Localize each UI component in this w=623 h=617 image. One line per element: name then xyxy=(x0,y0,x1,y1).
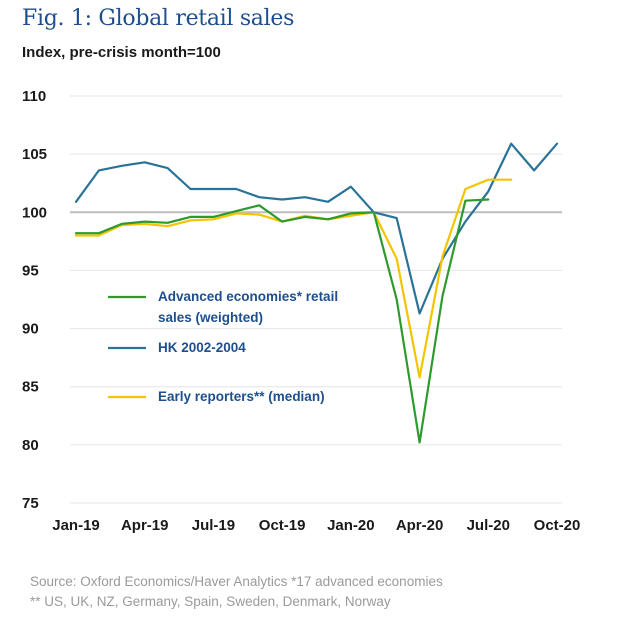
x-tick-label: Jul-19 xyxy=(192,517,235,534)
chart-subtitle: Index, pre-crisis month=100 xyxy=(22,44,221,61)
y-tick-label: 75 xyxy=(22,495,39,512)
y-tick-label: 110 xyxy=(22,88,46,105)
series-line-hk xyxy=(74,142,559,315)
y-tick-label: 80 xyxy=(22,437,39,454)
x-tick-label: Jan-19 xyxy=(52,517,100,534)
x-tick-label: Oct-19 xyxy=(259,517,306,534)
x-tick-label: Apr-19 xyxy=(121,517,169,534)
source-note: Source: Oxford Economics/Haver Analytics… xyxy=(30,572,443,612)
y-tick-label: 90 xyxy=(22,321,39,338)
series-line-advanced xyxy=(74,198,490,444)
y-tick-label: 95 xyxy=(22,262,39,279)
chart-title: Fig. 1: Global retail sales xyxy=(22,6,295,31)
legend-label-hk: HK 2002-2004 xyxy=(158,340,246,355)
x-tick-label: Jan-20 xyxy=(327,517,375,534)
x-tick-label: Apr-20 xyxy=(396,517,444,534)
legend-label-advanced: sales (weighted) xyxy=(158,310,263,325)
y-tick-label: 105 xyxy=(22,146,47,163)
legend-label-advanced: Advanced economies* retail xyxy=(158,289,338,304)
legend-label-early: Early reporters** (median) xyxy=(158,389,325,404)
y-tick-label: 85 xyxy=(22,379,39,396)
y-tick-label: 100 xyxy=(22,204,47,221)
line-chart: 75 80 85 90 95 100 105 110 Jan-19 Apr-19 Jul-19 Oct… xyxy=(22,88,581,534)
x-tick-label: Oct-20 xyxy=(534,517,581,534)
source-line-1: Source: Oxford Economics/Haver Analytics… xyxy=(30,574,443,589)
x-tick-label: Jul-20 xyxy=(467,517,510,534)
source-line-2: ** US, UK, NZ, Germany, Spain, Sweden, D… xyxy=(30,594,391,609)
